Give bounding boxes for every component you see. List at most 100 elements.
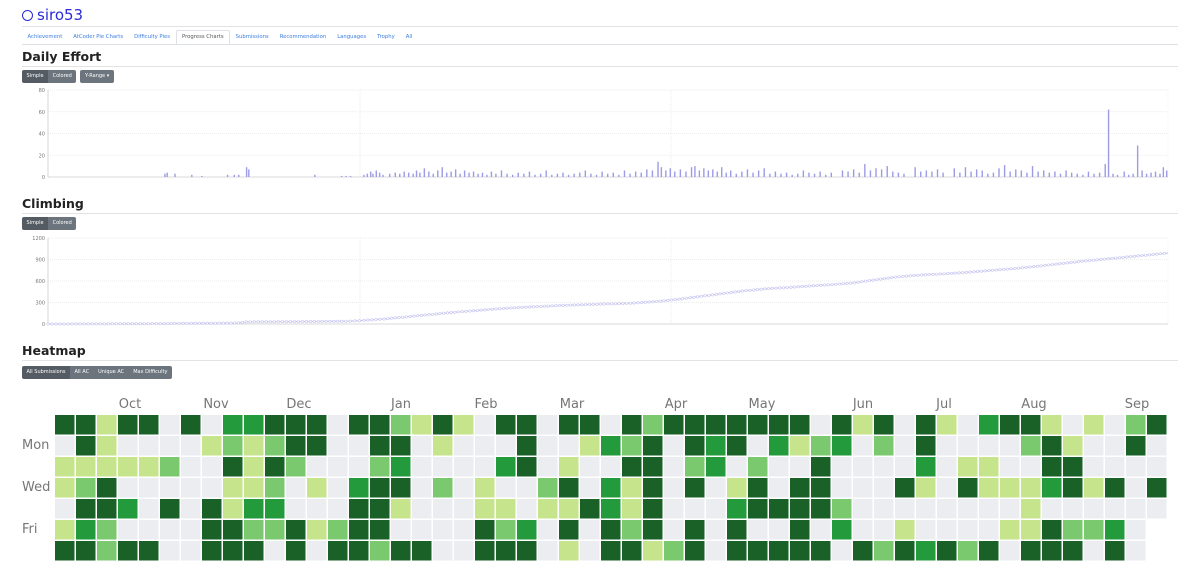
heatmap-cell[interactable] — [874, 499, 894, 519]
heatmap-cell[interactable] — [496, 520, 516, 540]
heatmap-cell[interactable] — [748, 520, 768, 540]
heatmap-cell[interactable] — [1042, 499, 1062, 519]
heatmap-cell[interactable] — [97, 436, 117, 456]
heatmap-cell[interactable] — [769, 499, 789, 519]
heatmap-cell[interactable] — [664, 541, 684, 561]
heatmap-cell[interactable] — [496, 541, 516, 561]
heatmap-cell[interactable] — [1063, 457, 1083, 477]
heatmap-cell[interactable] — [139, 415, 159, 435]
heatmap-cell[interactable] — [97, 520, 117, 540]
heatmap-cell[interactable] — [181, 520, 201, 540]
tab-submissions[interactable]: Submissions — [235, 34, 269, 40]
heatmap-cell[interactable] — [685, 499, 705, 519]
heatmap-cell[interactable] — [853, 457, 873, 477]
heatmap-cell[interactable] — [202, 457, 222, 477]
heatmap-cell[interactable] — [937, 457, 957, 477]
heatmap-cell[interactable] — [769, 457, 789, 477]
heatmap-cell[interactable] — [202, 499, 222, 519]
heatmap-cell[interactable] — [1105, 478, 1125, 498]
heatmap-cell[interactable] — [643, 520, 663, 540]
heatmap-cell[interactable] — [580, 541, 600, 561]
heatmap-cell[interactable] — [727, 478, 747, 498]
heatmap-cell[interactable] — [622, 478, 642, 498]
heatmap-cell[interactable] — [496, 415, 516, 435]
heatmap-cell[interactable] — [559, 415, 579, 435]
heatmap-cell[interactable] — [958, 436, 978, 456]
heatmap-cell[interactable] — [811, 457, 831, 477]
heatmap-cell[interactable] — [685, 478, 705, 498]
heatmap-cell[interactable] — [118, 436, 138, 456]
heatmap-max-difficulty-button[interactable]: Max Difficulty — [128, 366, 172, 379]
heatmap-cell[interactable] — [643, 499, 663, 519]
heatmap-cell[interactable] — [1021, 499, 1041, 519]
heatmap-cell[interactable] — [433, 499, 453, 519]
heatmap-cell[interactable] — [55, 478, 75, 498]
heatmap-cell[interactable] — [55, 415, 75, 435]
heatmap-cell[interactable] — [265, 499, 285, 519]
heatmap-cell[interactable] — [391, 478, 411, 498]
heatmap-cell[interactable] — [643, 478, 663, 498]
heatmap-cell[interactable] — [643, 415, 663, 435]
heatmap-cell[interactable] — [202, 478, 222, 498]
heatmap-cell[interactable] — [895, 478, 915, 498]
heatmap-cell[interactable] — [559, 478, 579, 498]
heatmap-cell[interactable] — [664, 457, 684, 477]
heatmap-cell[interactable] — [139, 541, 159, 561]
heatmap-cell[interactable] — [748, 436, 768, 456]
user-title[interactable]: siro53 — [22, 6, 83, 24]
heatmap-cell[interactable] — [412, 457, 432, 477]
heatmap-cell[interactable] — [181, 436, 201, 456]
heatmap-cell[interactable] — [769, 541, 789, 561]
heatmap-cell[interactable] — [244, 415, 264, 435]
heatmap-cell[interactable] — [1126, 499, 1146, 519]
heatmap-cell[interactable] — [895, 499, 915, 519]
heatmap-cell[interactable] — [1000, 457, 1020, 477]
heatmap-cell[interactable] — [517, 478, 537, 498]
heatmap-cell[interactable] — [769, 415, 789, 435]
heatmap-cell[interactable] — [538, 457, 558, 477]
heatmap-cell[interactable] — [475, 478, 495, 498]
heatmap-cell[interactable] — [454, 520, 474, 540]
heatmap-cell[interactable] — [454, 499, 474, 519]
heatmap-cell[interactable] — [937, 541, 957, 561]
heatmap-cell[interactable] — [223, 541, 243, 561]
heatmap-cell[interactable] — [181, 478, 201, 498]
heatmap-cell[interactable] — [916, 436, 936, 456]
heatmap-cell[interactable] — [223, 520, 243, 540]
heatmap-cell[interactable] — [97, 478, 117, 498]
heatmap-cell[interactable] — [1021, 541, 1041, 561]
tab-achievement[interactable]: Achievement — [27, 34, 63, 40]
heatmap-cell[interactable] — [1084, 436, 1104, 456]
heatmap-cell[interactable] — [643, 457, 663, 477]
heatmap-cell[interactable] — [307, 415, 327, 435]
heatmap-cell[interactable] — [475, 457, 495, 477]
heatmap-cell[interactable] — [979, 478, 999, 498]
heatmap-cell[interactable] — [517, 541, 537, 561]
heatmap-cell[interactable] — [76, 478, 96, 498]
tab-all[interactable]: All — [405, 34, 413, 40]
heatmap-cell[interactable] — [727, 457, 747, 477]
heatmap-cell[interactable] — [244, 457, 264, 477]
heatmap-cell[interactable] — [496, 457, 516, 477]
heatmap-cell[interactable] — [412, 436, 432, 456]
heatmap-cell[interactable] — [790, 541, 810, 561]
heatmap-cell[interactable] — [853, 478, 873, 498]
heatmap-cell[interactable] — [55, 520, 75, 540]
heatmap-cell[interactable] — [118, 499, 138, 519]
heatmap-cell[interactable] — [517, 457, 537, 477]
heatmap-cell[interactable] — [349, 499, 369, 519]
heatmap-cell[interactable] — [55, 499, 75, 519]
heatmap-cell[interactable] — [538, 520, 558, 540]
heatmap-cell[interactable] — [832, 457, 852, 477]
climbing-simple-button[interactable]: Simple — [22, 217, 49, 230]
heatmap-cell[interactable] — [1084, 520, 1104, 540]
heatmap-cell[interactable] — [391, 436, 411, 456]
heatmap-cell[interactable] — [664, 520, 684, 540]
heatmap-cell[interactable] — [160, 520, 180, 540]
heatmap-cell[interactable] — [286, 415, 306, 435]
heatmap-cell[interactable] — [76, 499, 96, 519]
heatmap-cell[interactable] — [265, 520, 285, 540]
heatmap-cell[interactable] — [1063, 478, 1083, 498]
heatmap-cell[interactable] — [727, 520, 747, 540]
heatmap-cell[interactable] — [223, 499, 243, 519]
